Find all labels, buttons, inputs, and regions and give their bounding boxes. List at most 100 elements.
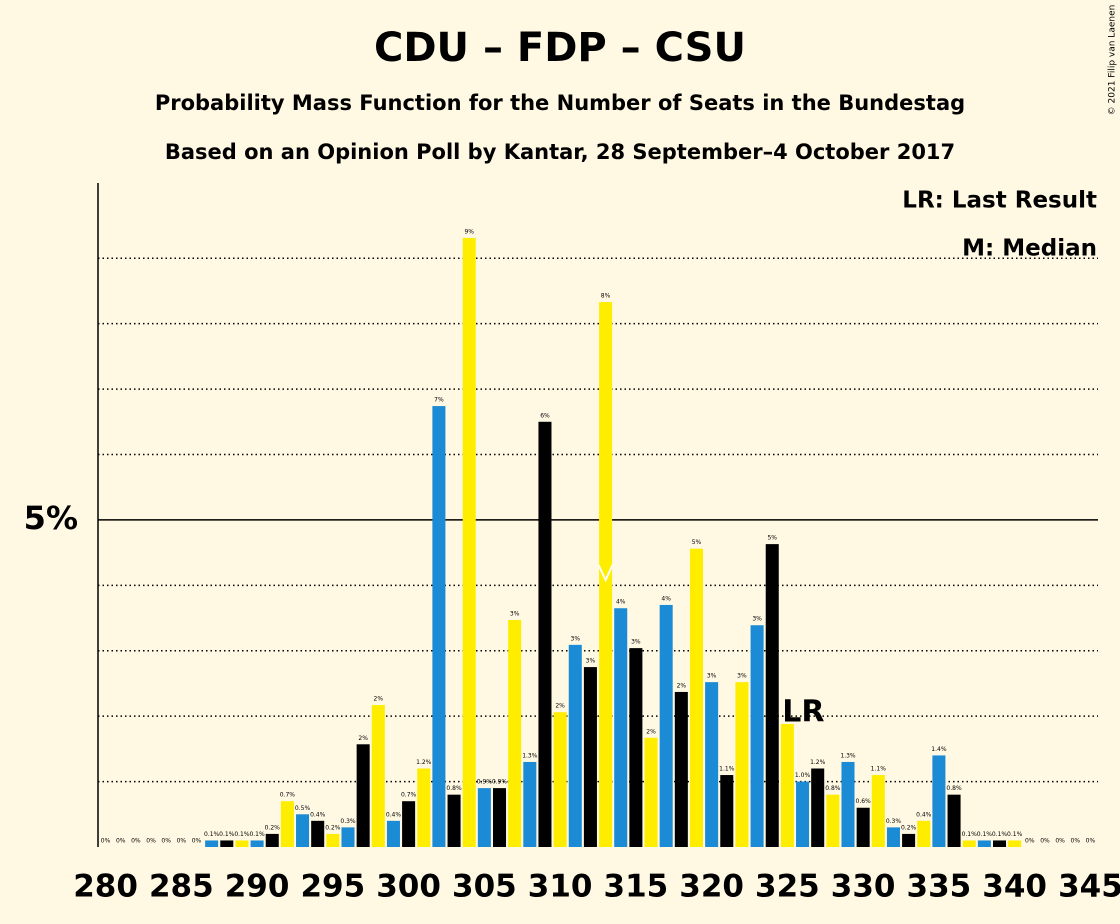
chart-subtitle: Based on an Opinion Poll by Kantar, 28 S… <box>165 140 955 164</box>
bar <box>780 724 794 847</box>
value-label: 0.8% <box>446 785 462 792</box>
bar <box>1008 840 1022 847</box>
value-label: 0.3% <box>340 818 356 825</box>
value-label: 0% <box>1040 838 1050 845</box>
value-label: 1.1% <box>871 766 887 773</box>
bar <box>947 794 961 847</box>
bar <box>614 608 628 847</box>
x-tick-label: 345 <box>1058 869 1120 905</box>
value-label: 1.2% <box>416 759 432 766</box>
last-result-label: LR <box>782 695 824 730</box>
bar <box>599 302 613 847</box>
bar <box>993 840 1007 847</box>
bar <box>735 682 749 847</box>
bar <box>826 794 840 847</box>
value-label: 4% <box>661 595 671 602</box>
value-label: 6% <box>540 412 550 419</box>
value-label: 0.7% <box>280 792 296 799</box>
value-label: 3% <box>571 635 581 642</box>
value-label: 1.4% <box>931 746 947 753</box>
value-label: 1.0% <box>795 772 811 779</box>
value-label: 0.1% <box>234 831 250 838</box>
x-tick-label: 305 <box>452 869 517 905</box>
bar <box>493 788 507 847</box>
x-tick-label: 315 <box>604 869 669 905</box>
legend-entry: LR: Last Result <box>902 188 1097 214</box>
bar <box>977 840 991 847</box>
bar <box>371 705 385 847</box>
bar <box>674 691 688 847</box>
value-label: 3% <box>707 673 717 680</box>
value-label: 0.9% <box>477 779 493 786</box>
value-label: 0.1% <box>992 831 1008 838</box>
value-label: 2% <box>646 728 656 735</box>
bar <box>583 667 597 847</box>
bar <box>341 827 355 847</box>
value-label: 0% <box>116 838 126 845</box>
median-marker <box>597 564 614 583</box>
value-label: 0% <box>146 838 156 845</box>
value-label: 0% <box>131 838 141 845</box>
chart-title: CDU – FDP – CSU <box>374 25 746 71</box>
value-label: 5% <box>692 539 702 546</box>
value-label: 0% <box>1055 838 1065 845</box>
value-label: 0.2% <box>325 824 341 831</box>
value-label: 1.1% <box>719 766 735 773</box>
bar <box>811 768 825 847</box>
value-label: 5% <box>767 535 777 542</box>
chart-subtitle: Probability Mass Function for the Number… <box>155 91 965 115</box>
value-label: 8% <box>601 293 611 300</box>
bar <box>720 775 734 847</box>
value-label: 3% <box>586 658 596 665</box>
x-tick-label: 340 <box>982 869 1047 905</box>
bar <box>356 744 370 847</box>
bar <box>311 820 325 847</box>
value-label: 0.8% <box>946 785 962 792</box>
value-label: 3% <box>510 610 520 617</box>
value-label: 0.1% <box>977 831 993 838</box>
value-label: 0% <box>1025 838 1035 845</box>
value-label: 0% <box>1071 838 1081 845</box>
bar <box>568 644 582 847</box>
bar <box>841 761 855 847</box>
value-label: 1.3% <box>840 752 856 759</box>
bar <box>280 801 294 847</box>
value-label: 0.7% <box>401 792 417 799</box>
value-label: 0% <box>177 838 187 845</box>
value-label: 0.9% <box>492 779 508 786</box>
y-tick-label: 5% <box>24 499 78 537</box>
x-tick-label: 310 <box>528 869 593 905</box>
value-label: 0.4% <box>310 811 326 818</box>
bar <box>508 619 522 847</box>
bar <box>250 840 264 847</box>
value-label: 0.2% <box>901 824 917 831</box>
bar <box>705 682 719 847</box>
value-label: 0% <box>161 838 171 845</box>
bar <box>553 712 567 847</box>
bar <box>689 548 703 847</box>
bar <box>796 781 810 847</box>
x-tick-label: 290 <box>225 869 290 905</box>
value-label: 0% <box>101 838 111 845</box>
bar <box>523 761 537 847</box>
value-label: 0.1% <box>204 831 220 838</box>
x-tick-label: 285 <box>149 869 214 905</box>
bar <box>765 544 779 847</box>
value-label: 4% <box>616 599 626 606</box>
value-label: 0.1% <box>1007 831 1023 838</box>
value-label: 3% <box>737 673 747 680</box>
bar <box>902 833 916 847</box>
value-label: 0.3% <box>886 818 902 825</box>
value-label: 0.4% <box>916 811 932 818</box>
value-label: 0% <box>192 838 202 845</box>
bar <box>326 833 340 847</box>
copyright: © 2021 Filip van Laenen <box>1108 5 1118 116</box>
value-label: 0.1% <box>219 831 235 838</box>
x-tick-label: 325 <box>755 869 820 905</box>
bar <box>932 755 946 847</box>
value-label: 2% <box>374 696 384 703</box>
bar <box>856 807 870 847</box>
x-tick-label: 280 <box>73 869 138 905</box>
value-label: 2% <box>677 682 687 689</box>
